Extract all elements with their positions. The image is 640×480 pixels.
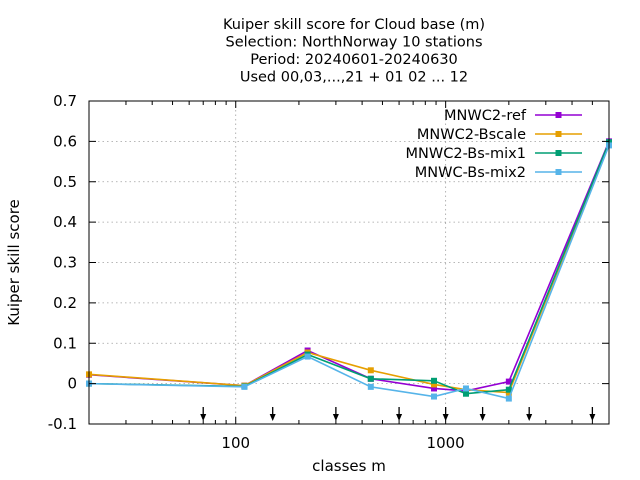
data-point: [430, 393, 437, 400]
class-boundary-arrow: [589, 407, 596, 421]
series-1: [86, 140, 612, 396]
class-boundary-arrow: [332, 407, 339, 421]
series: [86, 138, 612, 402]
grid: [89, 101, 609, 424]
series-3: [86, 142, 612, 402]
y-tick-label: 0: [67, 375, 77, 393]
class-boundary-arrow: [396, 407, 403, 421]
title-line-1: Kuiper skill score for Cloud base (m): [223, 17, 485, 33]
y-tick-label: -0.1: [48, 415, 77, 433]
legend-entry: MNWC-Bs-mix2: [415, 165, 582, 181]
y-axis-label: Kuiper skill score: [5, 199, 23, 326]
data-point: [505, 378, 512, 385]
data-point: [430, 385, 437, 392]
legend-entry: MNWC2-Bs-mix1: [406, 146, 582, 162]
series-line: [88, 141, 610, 395]
y-tick-label: 0.1: [53, 334, 77, 352]
x-tick-label: 1000: [427, 434, 465, 452]
series-0: [86, 138, 612, 394]
legend-marker: [555, 150, 562, 156]
data-point: [367, 383, 374, 390]
series-line: [88, 141, 610, 392]
legend-entry: MNWC2-ref: [444, 108, 582, 124]
data-point: [505, 395, 512, 402]
y-tick-label: 0.3: [53, 254, 77, 272]
series-line: [88, 143, 610, 394]
data-point: [430, 377, 437, 384]
legend-label: MNWC2-Bs-mix1: [406, 146, 526, 162]
legend-label: MNWC-Bs-mix2: [415, 165, 526, 181]
y-tick-label: 0.5: [53, 173, 77, 191]
legend-label: MNWC2-Bscale: [417, 127, 526, 143]
legend-label: MNWC2-ref: [444, 108, 527, 124]
data-point: [367, 367, 374, 374]
title-line-2: Selection: NorthNorway 10 stations: [226, 35, 483, 51]
legend: MNWC2-ref MNWC2-Bscale MNWC2-Bs-mix1 MNWC-B…: [406, 108, 582, 181]
y-tick-label: 0.7: [53, 92, 77, 110]
data-point: [430, 381, 437, 388]
legend-marker: [555, 169, 562, 175]
legend-marker: [555, 131, 562, 137]
axis-ticks: -0.1 0 0.1 0.2 0.3 0.4 0.5 0.6 0.7 100 1000: [48, 92, 609, 452]
legend-entry: MNWC2-Bscale: [417, 127, 582, 143]
x-tick-label: 100: [221, 434, 250, 452]
data-point: [462, 385, 469, 392]
x-axis-label: classes m: [312, 457, 386, 475]
class-boundary-arrow: [526, 407, 533, 421]
title-line-4: Used 00,03,...,21 + 01 02 ... 12: [240, 70, 468, 86]
data-point: [505, 386, 512, 393]
class-markers: [200, 407, 596, 421]
class-boundary-arrow: [200, 407, 207, 421]
data-point: [367, 375, 374, 382]
y-tick-label: 0.6: [53, 132, 77, 150]
series-line: [88, 145, 610, 400]
y-tick-label: 0.2: [53, 294, 77, 312]
title-line-3: Period: 20240601-20240630: [250, 52, 458, 68]
series-2: [86, 139, 612, 397]
legend-marker: [555, 112, 562, 118]
data-point: [241, 383, 248, 390]
y-tick-label: 0.4: [53, 213, 77, 231]
data-point: [304, 353, 311, 360]
data-point: [462, 390, 469, 397]
class-boundary-arrow: [479, 407, 486, 421]
class-boundary-arrow: [269, 407, 276, 421]
chart-title: Kuiper skill score for Cloud base (m) Sel…: [223, 17, 485, 86]
